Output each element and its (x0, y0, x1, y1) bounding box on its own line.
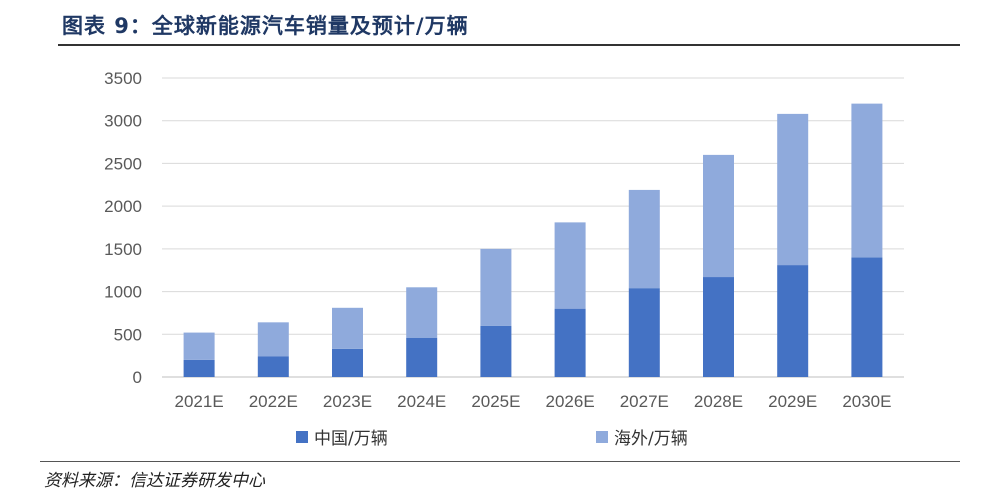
title-divider (58, 44, 960, 46)
legend-swatch-china (296, 430, 308, 443)
legend-label-china: 中国/万辆 (314, 429, 388, 449)
bar-overseas (554, 222, 586, 309)
x-tick-label: 2026E (546, 392, 595, 411)
x-tick-label: 2027E (620, 392, 669, 411)
source-note: 资料来源：信达证券研发中心 (44, 471, 265, 491)
legend-item-overseas: 海外/万辆 (596, 424, 688, 449)
x-tick-label: 2029E (768, 392, 817, 411)
y-tick-label: 2500 (104, 154, 142, 173)
x-tick-label: 2025E (471, 392, 520, 411)
bar-china (703, 277, 734, 377)
x-tick-label: 2030E (842, 392, 891, 411)
y-tick-label: 3000 (104, 112, 142, 131)
stacked-bar-chart: 0 500 1000 1500 2000 2500 3000 3500 2021E 2022E 20… (104, 69, 904, 411)
x-tick-label: 2022E (249, 392, 298, 411)
bar-china (480, 325, 512, 377)
x-tick-label: 2028E (694, 392, 743, 411)
legend-item-china: 中国/万辆 (296, 424, 388, 449)
x-tick-label: 2021E (175, 392, 224, 411)
bar-china (183, 359, 215, 377)
bar-overseas (480, 248, 512, 326)
x-tick-label: 2024E (397, 392, 446, 411)
bar-overseas (628, 189, 660, 289)
bar-overseas (406, 287, 438, 338)
y-tick-label: 500 (114, 325, 142, 344)
bar-china (332, 348, 363, 377)
bar-overseas (777, 113, 809, 266)
bar-overseas (703, 154, 734, 278)
bar-china (777, 265, 809, 377)
bar-china (406, 337, 438, 377)
bar-overseas (257, 322, 289, 357)
x-tick-label: 2023E (323, 392, 372, 411)
legend-label-overseas: 海外/万辆 (614, 429, 688, 449)
bar-china (257, 356, 289, 377)
bar-overseas (183, 332, 215, 360)
bar-china (554, 308, 586, 377)
y-tick-label: 3500 (104, 69, 142, 88)
y-tick-label: 0 (133, 368, 142, 387)
bar-china (628, 288, 660, 377)
legend-swatch-overseas (596, 430, 608, 443)
bar-overseas (332, 307, 363, 349)
chart-title: 图表 9：全球新能源汽车销量及预计/万辆 (62, 14, 469, 38)
bar-overseas (851, 103, 883, 258)
y-tick-label: 1000 (104, 283, 142, 302)
bar-china (851, 257, 883, 377)
y-tick-label: 2000 (104, 197, 142, 216)
y-tick-label: 1500 (104, 240, 142, 259)
source-divider (40, 461, 960, 462)
